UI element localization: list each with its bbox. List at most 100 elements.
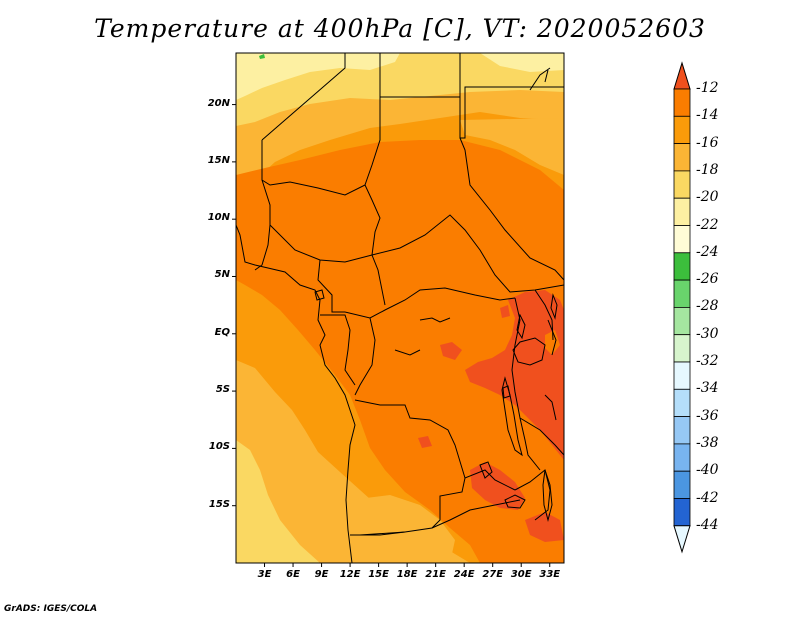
band-12-spot-1 [440,342,462,360]
lon-tick-label: 6E [286,569,300,580]
lon-tick-label: 9E [314,569,329,580]
lon-tick-label: 18E [396,569,418,580]
colorbar-label: -24 [696,243,719,260]
lake-chad [314,289,325,301]
colorbar-swatch [673,498,691,527]
border-congo-gabon [320,314,356,386]
lat-tick-label: 15N [207,154,230,166]
border-drc-angola [354,399,516,491]
temperature-field [236,53,564,563]
border-drc-east [511,297,541,471]
border-tanzania [519,417,564,456]
band-12-spot-3 [500,305,510,318]
colorbar-label: -32 [696,353,719,369]
lon-tick-label: 12E [339,569,361,580]
lon-tick-label: 15E [368,569,389,580]
lon-tick-label: 3E [257,569,272,580]
lat-tick-label: 5N [214,269,230,281]
red-sea-coast [529,67,551,91]
colorbar-label: -30 [696,325,719,342]
lon-tick-label: 24E [453,569,475,580]
colorbar-swatch [673,388,691,417]
colorbar-swatch [673,170,691,199]
border-congo-drc [354,317,376,396]
boundaries [236,53,564,563]
lake-victoria [512,337,546,366]
colorbar-swatch [673,306,691,336]
lon-tick-label: 33E [539,569,561,580]
colorbar-label: -42 [696,489,719,506]
coast-west-africa [236,224,356,563]
band-12-spot-4 [525,512,564,542]
lake-mweru [479,461,493,479]
colorbar-label: -20 [696,189,719,206]
band-22-to-20-top [480,53,564,72]
colorbar-label: -22 [696,216,719,233]
colorbar-label: -34 [696,380,719,397]
lat-tick-label: EQ [214,326,230,338]
border-sudan-eritrea [459,137,564,281]
band-20-to-18-southwest [236,440,320,563]
credit-label: GrADS: IGES/COLA [4,604,98,614]
colorbar-label: -38 [696,434,719,451]
lat-tick-label: 20N [207,97,230,109]
band-18-to-16-southwest [236,360,470,563]
border-angola-namibia [350,531,406,536]
colorbar-swatch [673,470,691,499]
lat-tick-label: 10N [207,212,230,224]
lake-bangweulu [504,494,526,509]
lon-tick-label: 27E [482,569,504,580]
colorbar-label: -44 [696,516,719,533]
band-20-to-18-north [236,53,564,126]
lon-tick-label: 21E [425,569,447,580]
border-egypt-sudan [459,86,564,139]
lon-tick-label: 30E [510,569,532,580]
band-18-to-16-northeast [460,118,564,175]
colorbar-swatch [673,197,691,226]
lake-turkana [550,293,558,320]
border-cameroon-car [317,259,345,313]
band-22-to-20-north [236,53,400,100]
colorbar-swatch [673,225,691,254]
lat-tick-label: 10S [208,441,230,453]
colorbar-swatch [673,279,691,308]
colorbar-label: -18 [696,161,719,178]
band-12-east [465,290,564,460]
colorbar-label: -36 [696,407,719,424]
border-zambia-south [431,499,521,529]
colorbar-label: -12 [696,80,719,96]
border-car-drc [344,287,516,319]
latitude-ticks [232,104,236,507]
colorbar-swatch [673,143,691,172]
colorbar-label: -14 [696,107,719,124]
band-18-to-16-south [350,495,455,563]
band-12-spot-2 [418,436,432,448]
colorbar-label: -26 [696,271,719,288]
colorbar-bottom-arrow [673,525,691,554]
lat-tick-label: 5S [215,384,230,396]
band-14-pocket-east [545,330,560,355]
lake-tanganyika [501,376,523,457]
colorbar-top-arrow [673,61,691,90]
map-frame [235,52,565,564]
band-24-to-22-tiny [259,54,265,59]
map-title: Temperature at 400hPa [C], VT: 202005260… [94,14,706,43]
colorbar-swatch [673,416,691,445]
border-chad-sudan [364,97,386,306]
colorbar-swatch [673,361,691,390]
border-sudan-south [371,214,564,293]
lat-tick-label: 15S [208,498,230,510]
colorbar-label: -28 [696,298,719,315]
colorbar-label: -40 [696,462,719,479]
colorbar-swatch [673,334,691,363]
colorbar-swatch [673,115,691,145]
border-libya-chad-niger [261,53,346,141]
lake-malawi [542,469,553,522]
lake-albert [516,313,526,340]
lake-kivu [502,385,511,399]
longitude-ticks [264,563,551,567]
river-congo [394,317,451,356]
colorbar-swatch [673,443,691,472]
colorbar-label: -16 [696,134,719,151]
